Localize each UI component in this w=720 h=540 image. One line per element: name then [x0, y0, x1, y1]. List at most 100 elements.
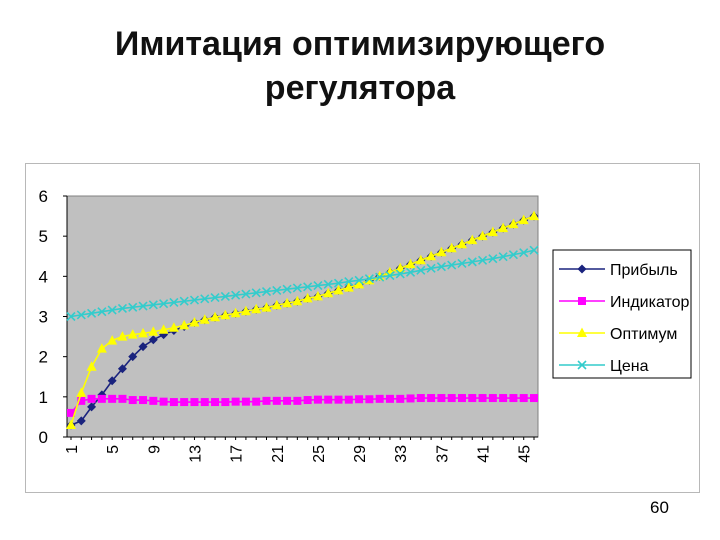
x-tick-label: 9 — [146, 445, 163, 454]
series-3-point — [86, 361, 97, 371]
series-2-point — [200, 398, 209, 407]
series-3-point — [323, 287, 334, 298]
series-4-point — [323, 279, 333, 289]
series-2-point — [77, 396, 86, 405]
series-3-point — [529, 210, 539, 221]
series-4-point — [508, 250, 518, 260]
chart-frame: 0 1 2 3 4 5 6 1 5 9 13 17 21 25 29 33 37 41 45 Прибыль Индик… — [25, 163, 700, 493]
series-4-point — [189, 295, 200, 305]
page-number: 60 — [650, 498, 669, 517]
series-4-point-stroke-b — [241, 289, 251, 299]
series-4-point — [447, 260, 457, 270]
series-4-point — [261, 287, 272, 297]
series-2-point — [293, 396, 302, 405]
series-2-point — [159, 397, 168, 406]
series-4-point-stroke-b — [385, 270, 395, 281]
series-4-point-stroke-b — [313, 281, 323, 291]
series-4-point-stroke-b — [467, 257, 477, 267]
series-4-point-stroke-b — [282, 284, 292, 294]
series-3-point — [312, 290, 323, 301]
series-3-point — [127, 329, 138, 339]
series-4-point — [385, 270, 395, 281]
series-3-point — [333, 284, 344, 295]
series-4-point — [138, 301, 148, 311]
y-tick-label: 3 — [39, 308, 48, 327]
series-4-point-stroke-b — [426, 263, 436, 273]
series-4-point-stroke-b — [231, 290, 241, 300]
series-2-point — [190, 398, 199, 407]
series-2-point — [67, 408, 75, 417]
series-1-point — [107, 376, 117, 386]
series-4-point-stroke-b — [76, 310, 86, 320]
series-4-point — [426, 263, 436, 273]
series-2-point — [97, 394, 106, 403]
series-2-point — [488, 394, 497, 403]
series-4-point — [117, 303, 128, 314]
series-1-point — [97, 390, 107, 400]
series-3-point — [230, 307, 241, 318]
series-2-point — [221, 398, 230, 407]
series-3-point — [240, 305, 251, 316]
series-3-point — [210, 311, 221, 322]
series-2-point — [519, 394, 528, 403]
series-1-point — [148, 335, 158, 345]
series-4-point — [416, 265, 426, 275]
series-4-point — [241, 289, 251, 299]
slide-title-line-2: регулятора — [264, 69, 456, 107]
y-tick-label: 4 — [39, 267, 48, 286]
legend-item-1-label: Прибыль — [610, 262, 678, 279]
series-4-point-stroke-b — [66, 311, 76, 322]
series-4-point-stroke-b — [344, 276, 354, 287]
series-2-point — [252, 397, 261, 406]
series-2-point — [169, 398, 178, 407]
legend-item-3-marker — [577, 327, 587, 337]
series-4-point-stroke-b — [508, 250, 518, 260]
series-4-point — [148, 300, 158, 310]
series-4-point-stroke-b — [436, 262, 446, 272]
series-4-point-stroke-b — [405, 267, 416, 277]
series-4-point-stroke-b — [272, 285, 282, 295]
series-4-point — [457, 258, 467, 269]
series-3-point — [179, 319, 190, 330]
series-3-point — [456, 238, 467, 249]
series-4-point — [344, 276, 354, 287]
series-2-point — [437, 394, 446, 403]
series-4-point-stroke-b — [210, 293, 220, 303]
series-3-point — [302, 292, 313, 303]
x-tick-label: 33 — [393, 445, 410, 463]
legend-item-1-marker — [577, 264, 587, 274]
series-2-point — [334, 395, 343, 404]
series-3-point — [426, 250, 437, 261]
series-2-point — [313, 395, 322, 404]
series-4-point-stroke-b — [498, 252, 508, 262]
series-3-point — [446, 242, 457, 253]
series-2-line — [70, 397, 534, 414]
series-4-point — [467, 257, 477, 267]
series-3-point — [343, 282, 354, 292]
series-2-point — [385, 394, 394, 403]
x-tick-label: 37 — [434, 445, 451, 463]
x-tick-label: 5 — [105, 445, 122, 454]
series-2-point — [457, 394, 466, 403]
series-4-point-stroke-b — [477, 255, 488, 265]
series-2-point — [231, 397, 240, 406]
series-4-point — [364, 274, 374, 284]
series-4-point — [303, 282, 313, 292]
series-4-point — [498, 252, 508, 262]
series-3-point — [405, 258, 416, 269]
series-3-point — [415, 254, 426, 265]
series-4-point — [436, 262, 446, 272]
series-3-point — [436, 246, 447, 257]
series-4-point-stroke-b — [148, 300, 158, 310]
slide-title-line-1: Имитация оптимизирующего — [114, 25, 606, 63]
series-4-point-stroke-b — [323, 279, 333, 289]
series-4-point-stroke-b — [364, 274, 374, 284]
series-1-point — [117, 364, 127, 374]
series-2-point — [262, 396, 271, 405]
series-3-point — [354, 278, 365, 289]
series-4-point-stroke-b — [529, 245, 539, 255]
series-4-point-stroke-b — [138, 301, 148, 311]
series-4-point — [169, 297, 179, 308]
series-4-point — [282, 284, 292, 294]
